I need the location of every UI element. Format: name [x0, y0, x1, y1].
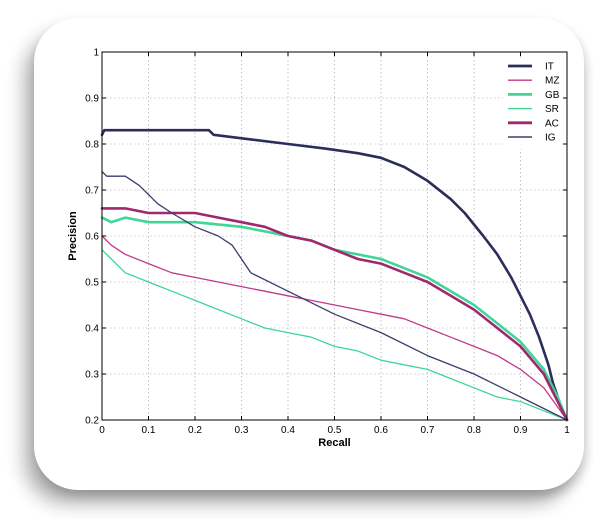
series-lines [100, 128, 569, 422]
y-tick-label: 0.4 [85, 324, 99, 335]
legend-label-mz: MZ [545, 76, 559, 87]
x-tick-label: 0.8 [467, 425, 481, 436]
y-tick-label: 0.3 [85, 370, 99, 381]
y-tick-label: 0.7 [85, 186, 99, 197]
series-line-ac [100, 207, 569, 422]
tick-marks [101, 51, 568, 421]
y-tick-label: 0.6 [85, 232, 99, 243]
x-tick-label: 0 [99, 425, 105, 436]
y-tick-label: 0.8 [85, 140, 99, 151]
x-tick-label: 0.4 [281, 425, 295, 436]
series-line-sr [101, 249, 568, 421]
x-tick-labels: 0 0.1 0.2 0.3 0.4 0.5 0.6 0.7 0.8 0.9 1 [99, 425, 570, 436]
x-tick-label: 0.5 [328, 425, 342, 436]
y-tick-label: 0.5 [85, 278, 99, 289]
x-tick-label: 0.2 [188, 425, 202, 436]
grid [102, 52, 567, 420]
legend-label-it: IT [545, 62, 554, 73]
y-tick-labels: 0.2 0.3 0.4 0.5 0.6 0.7 0.8 0.9 1 [85, 48, 99, 427]
x-tick-label: 0.9 [514, 425, 528, 436]
legend-label-gb: GB [545, 90, 560, 101]
series-line-it [100, 128, 569, 422]
legend-label-ac: AC [545, 118, 559, 129]
series-line-mz [101, 235, 568, 421]
series-line-ig [101, 170, 568, 421]
x-tick-label: 1 [564, 425, 570, 436]
y-tick-label: 0.2 [85, 416, 99, 427]
x-axis-title: Recall [318, 437, 350, 449]
x-tick-label: 0.7 [421, 425, 435, 436]
x-tick-label: 0.3 [235, 425, 249, 436]
legend-label-sr: SR [545, 104, 559, 115]
y-tick-label: 0.9 [85, 94, 99, 105]
y-axis-title: Precision [67, 211, 79, 261]
series-line-gb [100, 216, 569, 422]
legend-label-ig: IG [545, 133, 556, 144]
x-tick-label: 0.1 [142, 425, 156, 436]
y-tick-label: 1 [93, 48, 99, 59]
legend: IT MZ GB SR AC IG [503, 59, 563, 149]
x-tick-label: 0.6 [374, 425, 388, 436]
legend-box [503, 59, 563, 149]
